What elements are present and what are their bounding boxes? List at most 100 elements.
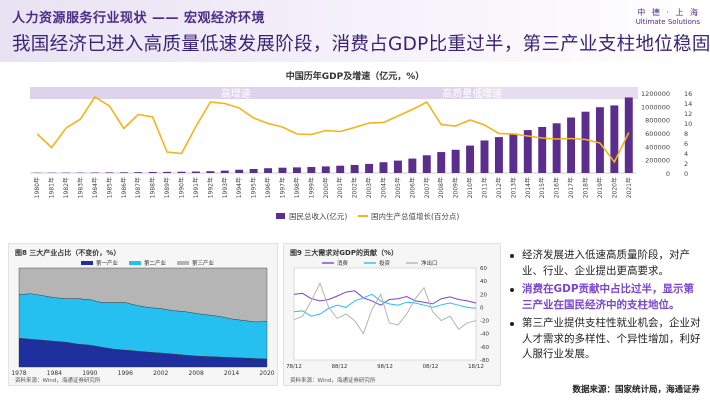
y-tick-left: 1200000 (641, 90, 670, 98)
gdp-bar (264, 168, 273, 173)
x-tick-label: 2016年 (553, 177, 561, 198)
area-series-1 (18, 338, 268, 368)
gdp-bar (119, 172, 128, 173)
x-tick-label: 2017年 (567, 177, 575, 198)
gdp-bar (567, 117, 576, 173)
y-tick-right: 2 (684, 160, 688, 168)
legend-swatch (129, 261, 141, 265)
x-tick-label: 1989年 (163, 177, 171, 198)
gdp-bar (466, 145, 475, 173)
x-tick-label: 1984年 (91, 177, 99, 198)
x-tick-label: 1983年 (77, 177, 85, 198)
gdp-bar (494, 137, 503, 173)
industry-share-panel: 图8 三大产业占比（不变价，%） 第一产业 第二产业 第三产业 1978 1984 1990… (8, 243, 278, 386)
band-quality-growth (477, 87, 638, 99)
gdp-bar (191, 171, 200, 173)
gdp-bar (365, 163, 374, 173)
gdp-bar (624, 97, 633, 173)
gdp-bar (581, 111, 590, 173)
x-tick-label: 2019年 (596, 177, 604, 198)
x-tick-label: 2012年 (495, 177, 503, 198)
logo-en: Ultimate Solutions (635, 18, 700, 26)
bullet-item-highlight: 消费在GDP贡献中占比过半，显示第三产业在国民经济中的支柱地位。 (508, 282, 704, 313)
x-tick-label: 1996年 (264, 177, 272, 198)
gdp-bar (408, 158, 417, 173)
gdp-bar (220, 170, 229, 173)
demand-contribution-panel: 图9 三大需求对GDP的贡献（%） 消费 投资 净出口 78/12 88/12 98/12 0… (283, 243, 501, 386)
x-tick-label: 2007年 (423, 177, 431, 198)
gdp-bar (595, 107, 604, 173)
x-tick-label: 1987年 (134, 177, 142, 198)
x-tick-label: 1988年 (149, 177, 157, 198)
plot-area (293, 267, 477, 361)
y-tick-right: 8 (684, 130, 688, 138)
gdp-bar (509, 133, 518, 173)
chart-title: 图9 三大需求对GDP的贡献（%） (290, 248, 398, 257)
x-tick-label: 1995年 (250, 177, 258, 198)
footnote: 资料来源：Wind，海通证券研究所 (15, 376, 101, 384)
y-tick-right: 0 (480, 305, 484, 311)
x-tick-label: 2011年 (481, 177, 489, 198)
section-title: 人力资源服务行业现状 —— 宏观经济环境 (12, 11, 266, 26)
x-tick-label: 2004年 (380, 177, 388, 198)
x-tick-label: 18/12 (468, 364, 484, 370)
gdp-bar (538, 126, 547, 173)
x-tick-label: 2010年 (466, 177, 474, 198)
y-tick-right: 16 (684, 90, 692, 98)
gdp-bar (163, 171, 172, 173)
y-tick-right: 0 (684, 170, 688, 178)
y-tick-right: 10 (684, 120, 692, 128)
gdp-bar (610, 105, 619, 173)
legend-label: 投资 (379, 259, 391, 267)
bullet-item: 第三产业提供支柱性就业机会，企业对人才需求的多样性、个异性增加，利好人服行业发展… (508, 316, 704, 363)
band-label: 高质量低增速 (442, 87, 502, 100)
x-tick-label: 2008年 (437, 177, 445, 198)
legend-swatch-bar (276, 213, 285, 219)
bullet-text: 经济发展进入低速高质量阶段，对产业、行业、企业提出更高要求。 (522, 249, 690, 277)
y-tick-right: 12 (684, 110, 692, 118)
legend-label: 国民总收入(亿元) (289, 211, 347, 221)
y-tick-right: -40 (480, 332, 489, 338)
y-tick-right: 4 (684, 150, 688, 158)
chart-title: 中国历年GDP及增速（亿元，%） (286, 70, 424, 82)
gdp-bar (249, 168, 258, 173)
legend-label: 净出口 (421, 259, 438, 267)
x-tick-label: 98/12 (377, 364, 393, 370)
x-tick-label: 2002年 (351, 177, 359, 198)
logo-cn: 中 德 · 上 海 (637, 8, 700, 17)
gdp-chart: 高增速 高质量低增速中国历年GDP及增速（亿元，%）020000040000060… (30, 70, 692, 221)
x-tick-label: 2006年 (408, 177, 416, 198)
bullet-list: 经济发展进入低速高质量阶段，对产业、行业、企业提出更高要求。 消费在GDP贡献中… (508, 248, 704, 366)
x-tick-label: 1981年 (48, 177, 56, 198)
y-tick-right: -80 (480, 358, 489, 364)
gdp-bar (235, 169, 244, 173)
gdp-bar (379, 162, 388, 173)
x-tick-label: 1986年 (120, 177, 128, 198)
x-tick-label: 1996 (118, 370, 133, 377)
x-tick-label: 2014年 (524, 177, 532, 198)
gdp-bar (437, 152, 446, 173)
bullet-text: 第三产业提供支柱性就业机会，企业对人才需求的多样性、个异性增加，利好人服行业发展… (522, 317, 701, 360)
y-tick-right: 6 (684, 140, 688, 148)
x-tick-label: 2021年 (625, 177, 633, 198)
headline: 我国经济已进入高质量低速发展阶段，消费占GDP比重过半，第三产业支柱地位稳固 (12, 34, 710, 55)
gdp-bar (350, 164, 359, 173)
x-tick-label: 2013年 (509, 177, 517, 198)
gdp-bar (148, 171, 157, 173)
x-tick-label: 2008 (189, 370, 204, 377)
x-tick-label: 1993年 (221, 177, 229, 198)
gdp-bar (552, 123, 561, 173)
legend-swatch (81, 261, 93, 265)
y-tick-right: 40 (480, 279, 487, 285)
gdp-bar (523, 130, 532, 173)
legend-swatch (177, 261, 189, 265)
y-tick-left: 0 (666, 170, 670, 178)
y-tick-left: 800000 (645, 117, 670, 125)
gdp-bar (105, 172, 114, 173)
x-tick-label: 2018年 (582, 177, 590, 198)
x-tick-label: 1990年 (178, 177, 186, 198)
x-tick-label: 1984 (47, 370, 62, 377)
x-tick-label: 2001年 (336, 177, 344, 198)
x-tick-label: 1998年 (293, 177, 301, 198)
demand-line-2 (293, 293, 477, 317)
